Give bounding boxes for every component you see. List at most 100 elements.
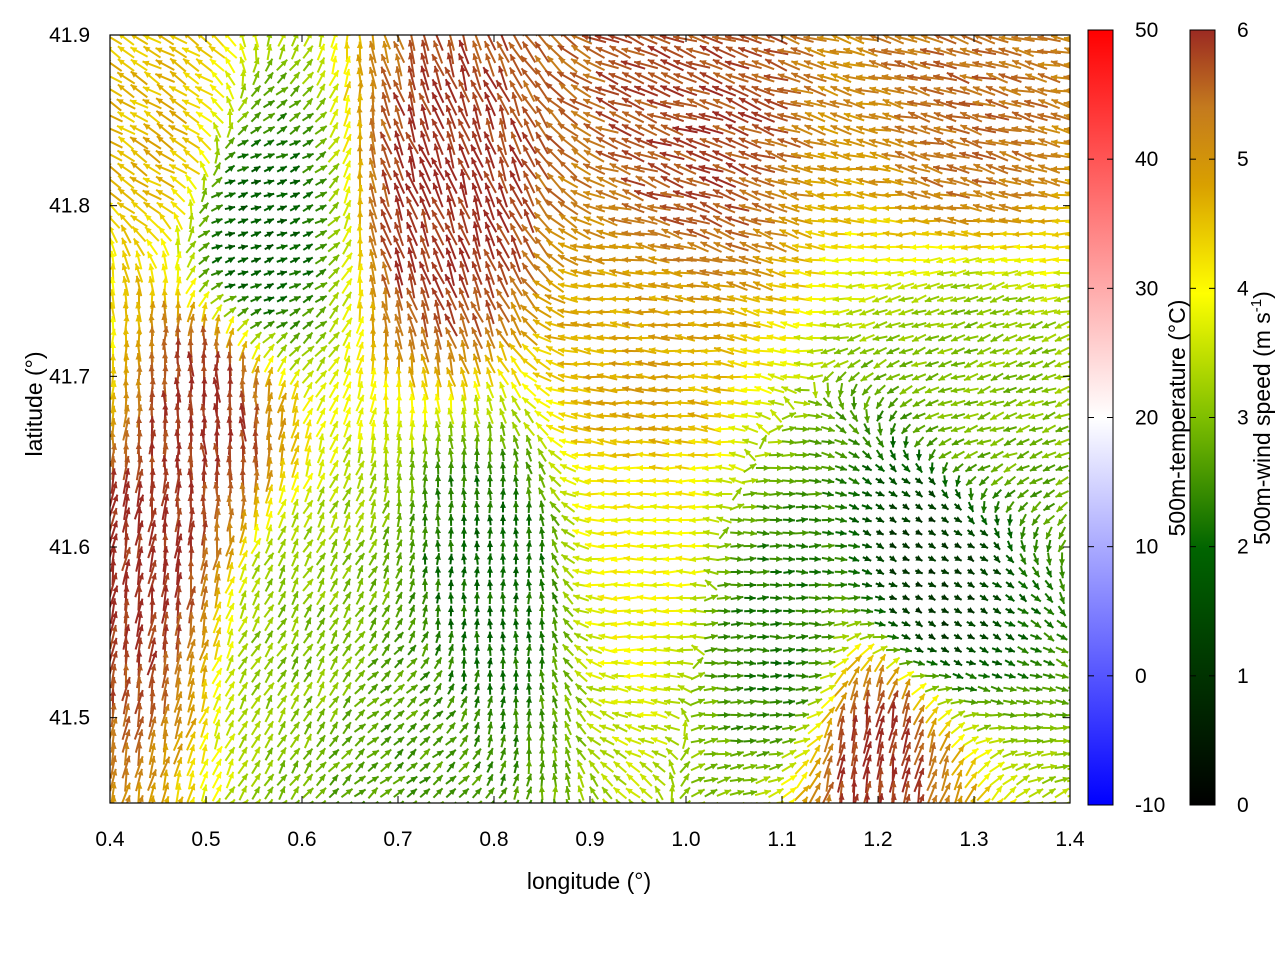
wind-arrow <box>342 721 352 735</box>
wind-arrow <box>545 199 565 217</box>
wind-arrow <box>142 86 162 96</box>
wind-arrow <box>406 208 418 234</box>
wind-arrow <box>764 230 788 237</box>
wind-arrow <box>875 581 885 588</box>
wind-arrow <box>738 137 762 149</box>
wind-arrow <box>224 283 236 290</box>
wind-arrow <box>435 566 442 578</box>
wind-arrow <box>731 608 743 615</box>
wind-arrow <box>1029 437 1043 447</box>
wind-arrow <box>316 43 326 61</box>
wind-arrow <box>950 283 966 290</box>
wind-arrow <box>499 434 507 450</box>
wind-arrow <box>406 234 418 260</box>
wind-arrow <box>409 500 416 514</box>
wind-arrow <box>703 568 719 576</box>
wind-arrow <box>573 632 589 642</box>
wind-arrow <box>989 426 1005 433</box>
wind-arrow <box>512 592 519 604</box>
wind-arrow <box>1051 98 1070 109</box>
wind-arrow <box>647 229 671 239</box>
wind-arrow <box>433 169 443 195</box>
wind-arrow <box>781 411 797 421</box>
wind-arrow <box>933 178 957 185</box>
wind-arrow <box>791 124 813 136</box>
wind-arrow <box>447 579 454 591</box>
wind-arrow <box>512 708 520 722</box>
wind-arrow <box>574 669 588 683</box>
wind-arrow <box>979 542 989 549</box>
wind-arrow <box>472 53 482 77</box>
wind-arrow <box>806 361 824 368</box>
wind-arrow <box>552 799 557 803</box>
wind-arrow <box>1063 139 1070 146</box>
wind-arrow <box>821 516 835 524</box>
wind-arrow <box>953 581 963 589</box>
wind-arrow <box>432 760 444 774</box>
wind-arrow <box>927 620 937 628</box>
wind-arrow <box>1002 347 1018 355</box>
wind-arrow <box>1019 553 1027 565</box>
wind-arrow <box>381 144 391 168</box>
wind-arrow <box>912 424 926 434</box>
wind-arrow <box>392 79 406 103</box>
wind-arrow <box>821 465 835 472</box>
wind-arrow <box>431 91 445 117</box>
wind-arrow <box>551 655 558 671</box>
wind-arrow <box>795 529 809 537</box>
wind-arrow <box>301 345 315 357</box>
wind-arrow <box>250 230 262 238</box>
wind-arrow <box>835 477 847 485</box>
wind-arrow <box>249 320 263 330</box>
wind-arrow <box>121 237 131 257</box>
wind-arrow <box>1058 565 1066 579</box>
wind-arrow <box>907 111 931 123</box>
wind-arrow <box>572 542 590 550</box>
wind-arrow <box>983 797 991 803</box>
wind-arrow <box>392 40 406 64</box>
wind-arrow <box>495 196 511 220</box>
wind-arrow <box>560 541 576 551</box>
wind-arrow <box>1011 126 1035 134</box>
wind-arrow <box>445 736 457 746</box>
wind-arrow <box>856 138 878 148</box>
wind-arrow <box>911 333 927 343</box>
wind-arrow <box>795 594 809 602</box>
wind-arrow <box>356 564 364 580</box>
wind-arrow <box>946 164 970 174</box>
wind-arrow <box>953 633 963 640</box>
wind-arrow <box>409 447 416 463</box>
wind-arrow <box>842 98 866 110</box>
wind-arrow <box>1003 786 1017 800</box>
wind-arrow <box>861 464 873 472</box>
wind-arrow <box>873 373 887 381</box>
wind-arrow <box>472 748 482 760</box>
wind-arrow <box>1054 451 1070 459</box>
wind-arrow <box>499 461 507 475</box>
wind-arrow <box>830 139 852 147</box>
wind-arrow <box>716 568 732 576</box>
wind-arrow <box>550 565 560 579</box>
wind-arrow <box>195 97 213 111</box>
wind-arrow <box>821 620 835 627</box>
wind-arrow <box>1041 712 1057 719</box>
wind-arrow <box>540 799 544 803</box>
wind-arrow <box>328 291 340 307</box>
wind-arrow <box>898 296 914 303</box>
wind-arrow <box>725 84 749 98</box>
wind-arrow <box>520 93 538 115</box>
wind-arrow <box>315 268 327 278</box>
wind-arrow <box>169 97 187 111</box>
wind-arrow <box>142 45 162 59</box>
wind-arrow <box>1072 578 1078 591</box>
wind-arrow <box>329 604 339 618</box>
wind-arrow <box>1055 490 1069 498</box>
wind-arrow <box>795 634 809 641</box>
wind-arrow <box>110 237 117 257</box>
wind-arrow <box>659 216 685 226</box>
wind-arrow <box>486 773 494 787</box>
wind-arrow <box>328 201 340 215</box>
wind-arrow <box>1057 605 1067 617</box>
wind-arrow <box>252 70 260 86</box>
wind-arrow <box>770 686 782 693</box>
